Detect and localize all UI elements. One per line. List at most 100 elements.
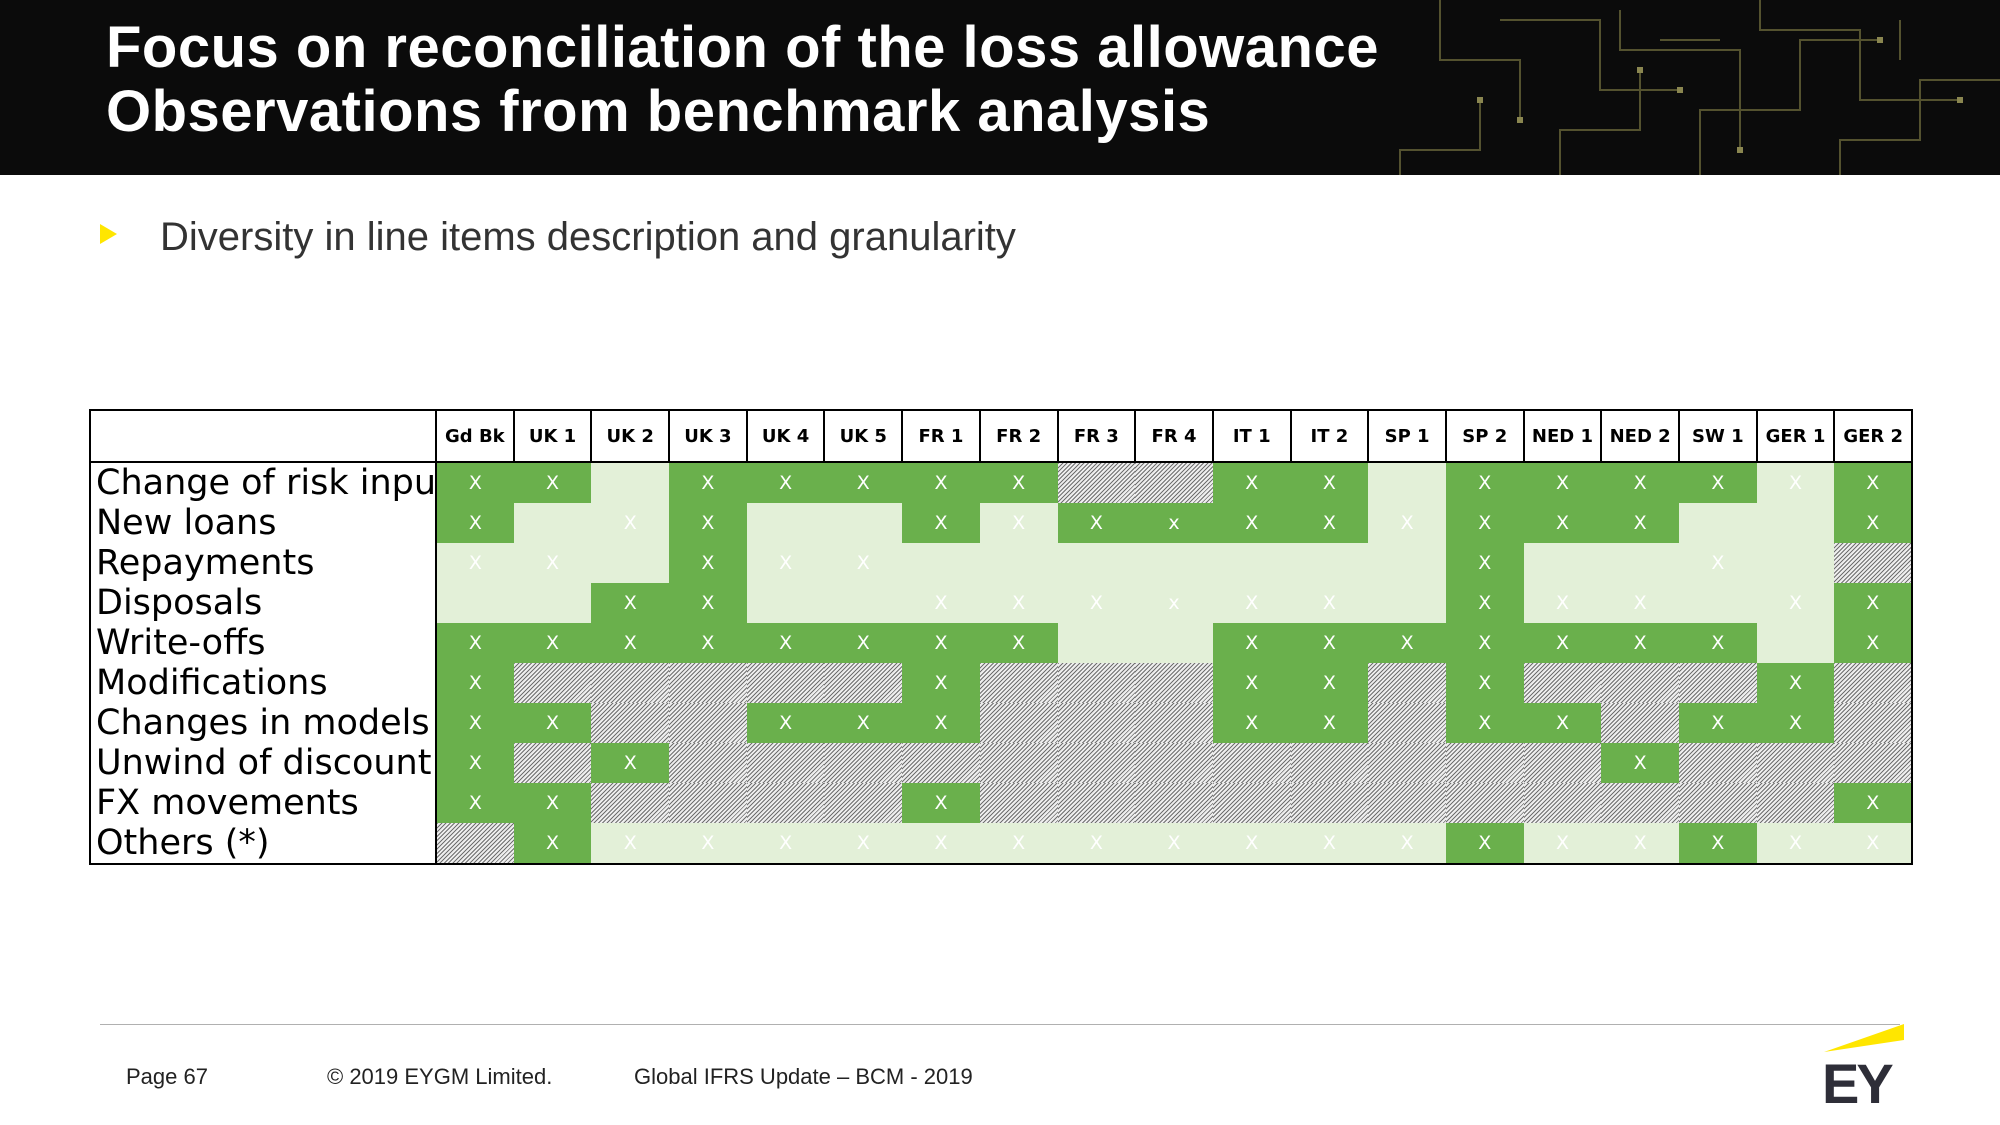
table-cell [979, 743, 1058, 783]
table-cell [1135, 743, 1213, 783]
table-cell [1057, 663, 1136, 703]
table-cell: X [1601, 823, 1679, 865]
table-cell: X [591, 743, 670, 783]
table-cell: X [1834, 583, 1914, 623]
table-cell [1135, 543, 1213, 583]
row-label: Unwind of discount [89, 743, 437, 783]
column-header-it-2: IT 2 [1289, 409, 1370, 463]
table-cell [1679, 783, 1757, 823]
table-cell: X [436, 543, 514, 583]
table-cell [1523, 543, 1602, 583]
table-cell: X [979, 503, 1058, 543]
table-cell: X [513, 623, 592, 663]
table-cell: X [1601, 462, 1679, 503]
table-cell: X [1601, 583, 1679, 623]
table-cell [1212, 743, 1291, 783]
table-cell [1601, 663, 1679, 703]
table-cell [979, 703, 1058, 743]
table-cell [1523, 743, 1602, 783]
table-row: Unwind of discount X X X [89, 743, 1914, 783]
table-cell [591, 703, 670, 743]
table-row: Write-offs X X X X X X X X X X X X X X X X [89, 623, 1914, 663]
table-cell: X [902, 462, 980, 503]
circuit-background-icon [1399, 0, 2000, 175]
table-cell: X [1523, 462, 1602, 503]
table-cell: X [1445, 823, 1524, 865]
table-cell: X [824, 623, 903, 663]
table-cell: X [591, 503, 670, 543]
table-cell: X [902, 703, 980, 743]
table-cell: X [1212, 623, 1291, 663]
table-cell: X [436, 462, 514, 503]
column-header-uk-2: UK 2 [590, 409, 671, 463]
table-cell [1135, 623, 1213, 663]
table-cell: X [1368, 823, 1446, 865]
table-cell [1523, 783, 1602, 823]
table-cell: X [669, 823, 747, 865]
ey-logo-text: EY [1822, 1052, 1894, 1115]
table-cell [746, 783, 825, 823]
table-row: Change of risk inputs X X X X X X X X X X X X X X X [89, 462, 1914, 503]
table-cell: X [436, 743, 514, 783]
table-cell [824, 743, 903, 783]
table-cell: X [824, 462, 903, 503]
table-cell: X [1445, 663, 1524, 703]
table-cell [746, 743, 825, 783]
table-cell [979, 543, 1058, 583]
table-cell [591, 783, 670, 823]
title-line-1: Focus on reconciliation of the loss allo… [106, 15, 1379, 80]
row-label: New loans [89, 503, 437, 543]
column-header-uk-4: UK 4 [745, 409, 826, 463]
table-cell: X [979, 823, 1058, 865]
row-label: Others (*) [89, 823, 437, 865]
row-label: Changes in models [89, 703, 437, 743]
table-cell [1135, 703, 1213, 743]
table-cell: X [669, 623, 747, 663]
row-label: Change of risk inputs [89, 462, 437, 503]
table-cell [513, 503, 592, 543]
table-cell [1368, 743, 1446, 783]
footer-divider [100, 1024, 1900, 1025]
table-cell [1057, 783, 1136, 823]
table-cell: X [1057, 503, 1136, 543]
table-row: Changes in models X X X X X X X X X X X [89, 703, 1914, 743]
table-cell: X [436, 623, 514, 663]
table-cell: X [436, 663, 514, 703]
table-cell [1057, 623, 1136, 663]
table-cell [1601, 703, 1679, 743]
table-cell: X [979, 462, 1058, 503]
table-cell [902, 743, 980, 783]
table-cell [1679, 663, 1757, 703]
table-cell: X [1756, 663, 1835, 703]
column-header-ger-1: GER 1 [1755, 409, 1836, 463]
table-cell: X [1445, 583, 1524, 623]
table-cell [669, 783, 747, 823]
table-cell: X [436, 503, 514, 543]
table-cell [1290, 783, 1369, 823]
bullet-text: Diversity in line items description and … [160, 215, 1016, 259]
table-cell [1679, 503, 1757, 543]
table-cell: X [902, 583, 980, 623]
table-cell: X [1290, 623, 1369, 663]
table-cell: X [1679, 823, 1757, 865]
column-header-sp-1: SP 1 [1367, 409, 1447, 463]
table-cell: X [1601, 503, 1679, 543]
table-cell: X [1290, 462, 1369, 503]
header-banner: Focus on reconciliation of the loss allo… [0, 0, 2000, 175]
table-cell: X [746, 462, 825, 503]
column-header-gd-bk: Gd Bk [435, 409, 515, 463]
table-cell: X [436, 703, 514, 743]
table-cell: X [746, 543, 825, 583]
table-cell: X [1445, 623, 1524, 663]
table-cell [436, 583, 514, 623]
table-cell: X [436, 783, 514, 823]
table-cell: x [1135, 583, 1213, 623]
table-cell [1290, 543, 1369, 583]
table-cell: X [1834, 823, 1914, 865]
table-cell [1368, 543, 1446, 583]
table-cell: X [1368, 503, 1446, 543]
table-cell [1368, 783, 1446, 823]
table-cell [1135, 663, 1213, 703]
table-cell [513, 663, 592, 703]
